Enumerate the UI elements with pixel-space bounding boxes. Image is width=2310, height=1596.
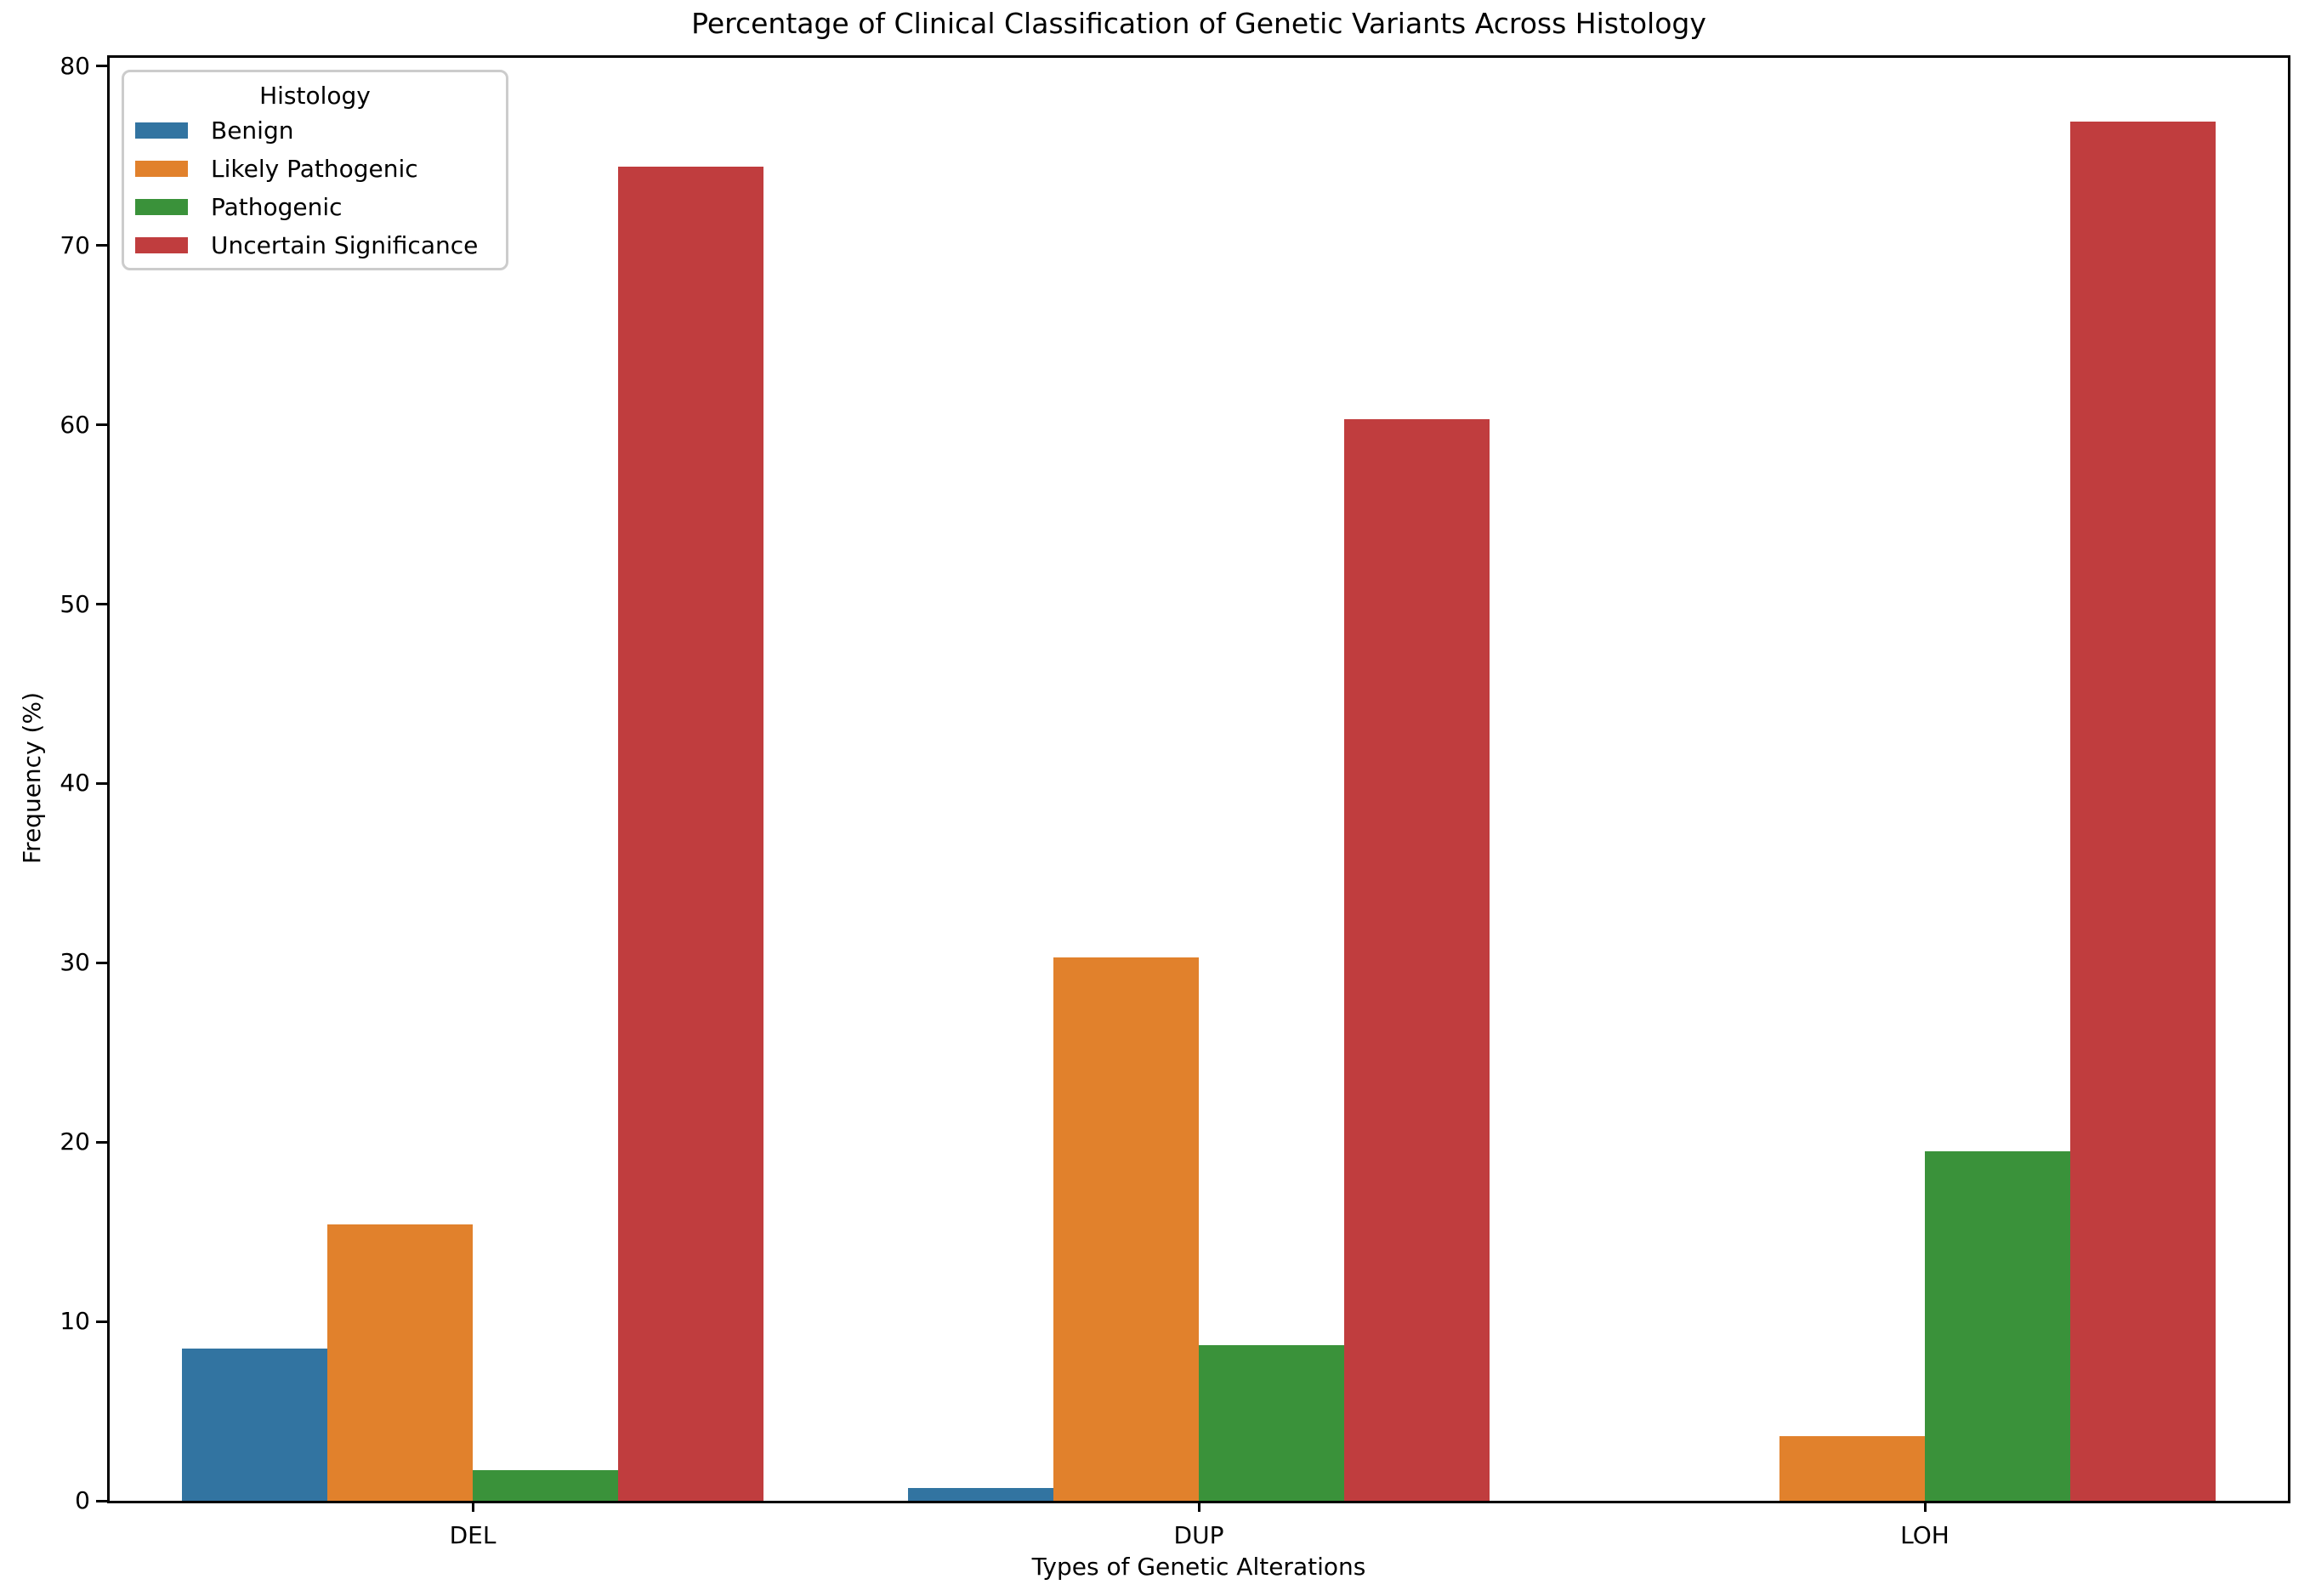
y-tick-mark [96,244,107,247]
y-tick-mark [96,781,107,785]
bar-dup-benign [908,1488,1054,1501]
y-tick-mark [96,65,107,68]
bar-del-pathogenic [473,1470,618,1501]
bar-loh-pathogenic [1925,1150,2070,1501]
legend: Histology Benign Likely Pathogenic Pathoge… [122,70,508,270]
plot-area: 0 10 20 30 40 50 60 70 80 DEL DUP LOH Histology Ben… [60,54,2290,1549]
x-tick-mark [1197,1501,1200,1512]
y-tick-label: 10 [60,1307,90,1336]
legend-item-likely-pathogenic: Likely Pathogenic [124,150,506,188]
y-tick-mark [96,1140,107,1144]
legend-swatch-icon [135,161,188,177]
y-tick-label: 70 [60,230,90,259]
y-tick-mark [96,1499,107,1502]
bar-del-benign [182,1348,328,1501]
bar-loh-likely-pathogenic [1779,1436,1925,1501]
x-tick-label-dup: DUP [1173,1521,1224,1549]
y-tick-label: 60 [60,410,90,439]
y-tick-label: 40 [60,769,90,798]
bar-dup-pathogenic [1199,1344,1344,1501]
bar-dup-uncertain-significance [1343,419,1490,1501]
x-axis-label: Types of Genetic Alterations [1031,1553,1366,1581]
x-tick-label-loh: LOH [1900,1521,1950,1549]
y-tick-label: 80 [60,51,90,80]
y-tick-label: 20 [60,1127,90,1156]
legend-label: Benign [211,116,294,145]
legend-item-benign: Benign [124,111,506,150]
legend-title: Histology [259,82,371,110]
chart-title: Percentage of Clinical Classification of… [691,7,1706,40]
y-tick-label: 50 [60,589,90,618]
legend-swatch-icon [135,237,188,253]
y-tick-mark [96,961,107,964]
legend-label: Uncertain Significance [211,230,479,259]
legend-label: Likely Pathogenic [211,154,418,183]
y-tick-mark [96,423,107,427]
legend-swatch-icon [135,122,188,139]
bar-del-uncertain-significance [617,166,763,1501]
y-tick-mark [96,603,107,605]
y-tick-label: 0 [75,1486,90,1514]
x-tick-mark [1923,1501,1927,1512]
bar-dup-likely-pathogenic [1053,957,1199,1501]
x-tick-mark [471,1501,474,1512]
legend-swatch-icon [135,199,188,215]
legend-label: Pathogenic [211,192,343,221]
legend-item-pathogenic: Pathogenic [124,188,506,226]
bar-del-likely-pathogenic [327,1224,473,1501]
y-tick-mark [96,1320,107,1323]
y-tick-label: 30 [60,948,90,977]
x-tick-label-del: DEL [449,1521,497,1549]
legend-item-uncertain-significance: Uncertain Significance [124,226,506,264]
bar-loh-uncertain-significance [2069,122,2216,1501]
legend-items: Benign Likely Pathogenic Pathogenic Uncerta… [124,111,506,264]
